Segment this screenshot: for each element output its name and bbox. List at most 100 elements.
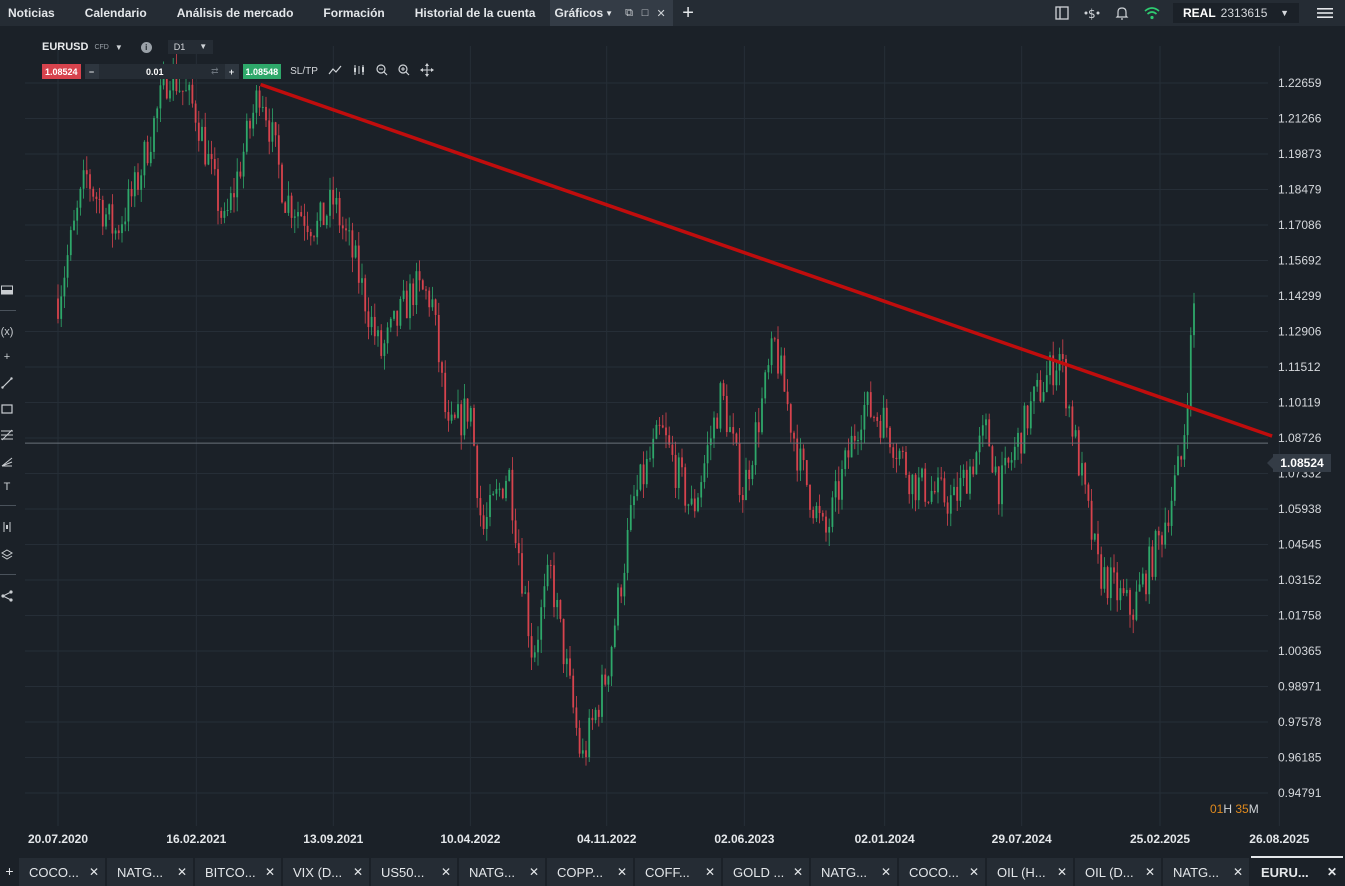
layers-icon[interactable] [0,546,14,564]
timeframe-value: D1 [173,42,186,52]
chevron-down-icon[interactable]: ▼ [605,8,614,18]
fibonacci-tool-icon[interactable] [0,426,14,444]
candle-body [1097,533,1099,555]
candle-body [364,278,367,312]
candle-body [207,153,210,165]
close-icon[interactable]: ✕ [704,865,715,879]
instrument-tab[interactable]: COPP... ✕ [547,856,633,886]
chart-area[interactable]: 1.22659 1.21266 1.19873 1.18479 1.17086 1.156… [0,26,1345,856]
rectangle-tool-icon[interactable] [0,400,14,418]
instrument-tab[interactable]: COCO... ✕ [19,856,105,886]
sidebar-toggle-icon[interactable] [1047,0,1077,26]
instrument-tab[interactable]: NATG... ✕ [107,856,193,886]
detach-window-icon[interactable]: ⧉ [625,6,633,19]
candle-body [194,103,197,123]
crosshair-icon[interactable]: + [3,351,11,363]
close-icon[interactable]: ✕ [1056,865,1067,879]
candle-body [386,327,389,344]
bell-icon[interactable] [1107,0,1137,26]
instrument-tab[interactable]: EURU... ✕ [1251,856,1343,886]
close-icon[interactable]: ✕ [264,865,275,879]
instrument-tab[interactable]: NATG... ✕ [459,856,545,886]
instrument-tab[interactable]: VIX (D... ✕ [283,856,369,886]
candle-body [425,289,427,291]
tab-calendario[interactable]: Calendario [84,6,147,20]
close-icon[interactable]: ✕ [440,865,451,879]
pitchfork-tool-icon[interactable] [0,452,14,470]
tab-analisis-de-mercado[interactable]: Análisis de mercado [176,6,294,20]
close-icon[interactable]: ✕ [352,865,363,879]
candle-body [281,164,283,203]
maximize-window-icon[interactable]: □ [641,7,649,19]
add-instrument-tab-button[interactable]: + [5,863,14,879]
close-icon[interactable]: ✕ [88,865,99,879]
account-selector[interactable]: REAL 2313615 ▼ [1173,3,1299,23]
instrument-tabs-bar: + COCO... ✕ NATG... ✕ BITCO... ✕ VIX (D... ✕ US5… [0,856,1345,886]
candle-body [370,316,373,328]
line-chart-icon[interactable] [328,65,342,78]
price-chart[interactable]: 1.22659 1.21266 1.19873 1.18479 1.17086 1.156… [0,26,1345,856]
close-icon[interactable]: ✕ [1326,865,1337,879]
instrument-tab[interactable]: BITCO... ✕ [195,856,281,886]
hamburger-menu-icon[interactable] [1305,0,1345,26]
close-icon[interactable]: ✕ [656,7,666,20]
currency-settings-icon[interactable]: $ [1077,0,1107,26]
candle-body [703,463,706,483]
instrument-tab[interactable]: COFF... ✕ [635,856,721,886]
increase-quantity-button[interactable]: + [224,64,239,79]
decrease-quantity-button[interactable]: − [84,64,99,79]
timeframe-selector[interactable]: D1 ▼ [167,40,214,54]
close-icon[interactable]: ✕ [176,865,187,879]
candle-body [895,457,898,460]
close-icon[interactable]: ✕ [1144,865,1155,879]
quantity-input[interactable]: 0.01 [146,66,164,77]
candle-body [1093,533,1096,540]
sltp-button[interactable]: SL/TP [290,66,318,77]
close-icon[interactable]: ✕ [792,865,803,879]
instrument-tab[interactable]: NATG... ✕ [811,856,897,886]
candle-body [335,197,338,205]
indicators-fx-icon[interactable]: (x) [0,326,14,338]
buy-button[interactable]: 1.08548 [242,64,282,79]
close-icon[interactable]: ✕ [1232,865,1243,879]
symbol-name[interactable]: EURUSD [42,41,89,53]
candle-body [1004,457,1007,466]
move-crosshair-icon[interactable] [419,63,434,80]
instrument-tab[interactable]: OIL (H... ✕ [987,856,1073,886]
candle-body [959,477,962,501]
close-icon[interactable]: ✕ [880,865,891,879]
candle-body [975,452,978,475]
close-icon[interactable]: ✕ [616,865,627,879]
instrument-tab[interactable]: COCO... ✕ [899,856,985,886]
candle-body [562,618,565,665]
measure-tool-icon[interactable] [0,518,14,536]
text-tool-icon[interactable]: T [3,481,11,493]
info-icon[interactable]: i [140,41,152,53]
share-icon[interactable] [0,587,14,605]
instrument-tab-label: BITCO... [205,864,256,880]
price-tick-label: 1.01758 [1278,609,1322,623]
swap-icon[interactable]: ⇄ [211,66,219,76]
zoom-out-icon[interactable] [376,64,388,79]
instrument-tab[interactable]: GOLD ... ✕ [723,856,809,886]
chart-type-icon[interactable] [0,281,14,299]
zoom-in-icon[interactable] [398,64,410,79]
candle-body [658,424,661,426]
tab-graficos[interactable]: Gráficos ▼ [550,0,618,26]
instrument-tab[interactable]: US50... ✕ [371,856,457,886]
candle-body [1001,465,1003,505]
chevron-down-icon[interactable]: ▼ [114,42,123,52]
tab-noticias[interactable]: Noticias [8,6,55,20]
sell-button[interactable]: 1.08524 [42,64,81,79]
indicators-icon[interactable] [352,64,366,79]
trendline-tool-icon[interactable] [0,374,14,392]
tab-formacion[interactable]: Formación [323,6,385,20]
add-tab-button[interactable]: + [682,1,694,24]
instrument-tab[interactable]: OIL (D... ✕ [1075,856,1161,886]
close-icon[interactable]: ✕ [528,865,539,879]
date-tick-label: 13.09.2021 [303,832,363,846]
quantity-stepper: − 0.01 ⇄ + [84,64,239,79]
tab-historial-de-la-cuenta[interactable]: Historial de la cuenta [414,6,536,20]
close-icon[interactable]: ✕ [968,865,979,879]
instrument-tab[interactable]: NATG... ✕ [1163,856,1249,886]
